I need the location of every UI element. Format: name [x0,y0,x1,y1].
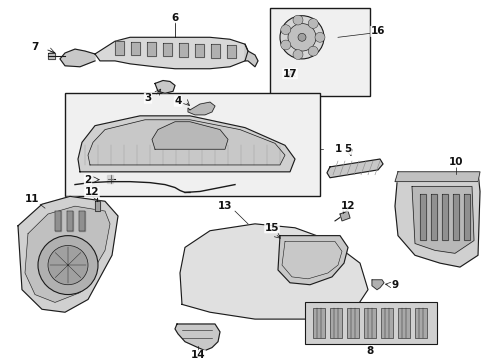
Polygon shape [371,280,383,290]
Polygon shape [18,196,118,312]
Polygon shape [88,120,285,165]
Bar [312,308,325,338]
Text: 8: 8 [366,346,373,356]
Polygon shape [95,201,100,211]
Text: 9: 9 [390,280,398,290]
Bar [397,308,409,338]
Polygon shape [210,44,220,58]
Circle shape [292,15,303,25]
Text: 2: 2 [84,175,91,185]
Polygon shape [60,49,95,67]
Polygon shape [244,44,258,67]
Text: 5: 5 [344,144,351,154]
Polygon shape [179,43,187,57]
Text: 4: 4 [174,96,182,106]
Bar [65,93,319,196]
Polygon shape [55,211,61,231]
Circle shape [307,46,318,56]
Polygon shape [394,172,479,267]
Text: 15: 15 [264,223,279,233]
Polygon shape [430,194,436,239]
Circle shape [280,16,324,59]
Bar [305,302,436,344]
Text: 7: 7 [31,42,39,52]
Text: 13: 13 [217,201,232,211]
Polygon shape [155,81,175,93]
Polygon shape [152,122,227,149]
Circle shape [297,33,305,41]
Circle shape [287,23,315,51]
Polygon shape [78,116,294,172]
Circle shape [314,32,325,42]
Polygon shape [48,53,55,59]
Circle shape [292,50,303,59]
Polygon shape [326,159,382,178]
Polygon shape [278,236,347,285]
Text: 1: 1 [334,144,341,154]
Circle shape [280,40,290,50]
Polygon shape [452,194,458,239]
Bar [329,308,341,338]
Polygon shape [163,43,172,57]
Circle shape [280,25,290,35]
Polygon shape [107,175,113,183]
Polygon shape [67,211,73,231]
Polygon shape [419,194,425,239]
Polygon shape [339,211,349,221]
Circle shape [48,246,88,285]
Text: 14: 14 [190,350,205,360]
Polygon shape [131,42,140,55]
Polygon shape [115,41,124,55]
Polygon shape [441,194,447,239]
Circle shape [307,19,318,28]
Polygon shape [95,37,247,69]
Polygon shape [175,324,220,351]
Bar [363,308,375,338]
Bar [269,8,369,96]
Text: 6: 6 [171,13,178,23]
Polygon shape [226,45,236,58]
Text: 12: 12 [84,188,99,197]
Bar [380,308,392,338]
Text: 12: 12 [340,201,354,211]
Polygon shape [187,102,215,115]
Text: 16: 16 [370,26,385,36]
Polygon shape [79,211,85,231]
Text: 3: 3 [144,93,151,103]
Polygon shape [147,42,156,56]
Polygon shape [411,186,473,253]
Text: 10: 10 [448,157,462,167]
Bar [414,308,426,338]
Polygon shape [180,224,367,319]
Polygon shape [195,44,203,58]
Text: 17: 17 [282,69,297,78]
Polygon shape [463,194,469,239]
Text: 11: 11 [25,194,39,204]
Polygon shape [394,172,479,182]
Polygon shape [286,71,291,77]
Bar [346,308,358,338]
Circle shape [38,236,98,294]
Polygon shape [25,206,110,302]
